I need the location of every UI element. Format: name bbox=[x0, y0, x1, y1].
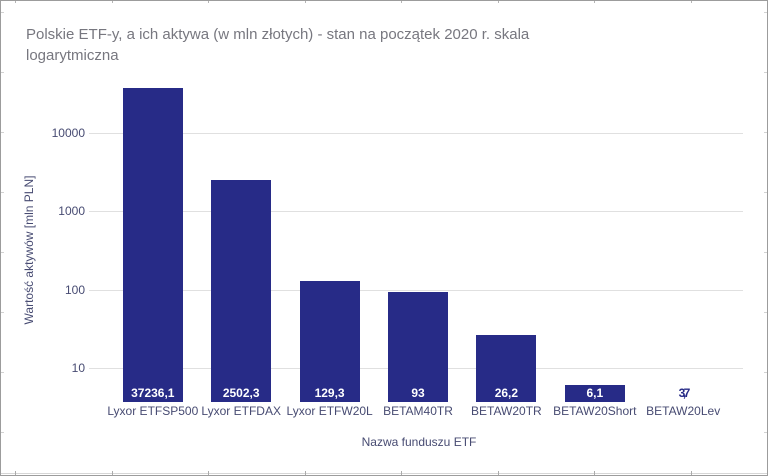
sheet-row-stub-left bbox=[0, 312, 4, 313]
sheet-row-stub-left bbox=[0, 12, 4, 13]
y-tick-label: 10 bbox=[71, 361, 85, 375]
y-tick-label: 100 bbox=[64, 283, 85, 297]
bar-betaw20short[interactable] bbox=[564, 384, 625, 402]
sheet-column-stub-bottom bbox=[691, 471, 692, 475]
sheet-row-stub-left bbox=[0, 432, 4, 433]
chart-title: Polskie ETF-y, a ich aktywa (w mln złoty… bbox=[26, 24, 726, 66]
sheet-column-stub-bottom bbox=[498, 471, 499, 475]
bar-value-label: 37236,1 bbox=[131, 386, 175, 400]
sheet-row-stub-left bbox=[0, 132, 4, 133]
gridline-10000 bbox=[89, 133, 743, 134]
sheet-column-stub-bottom bbox=[305, 471, 306, 475]
sheet-row-stub-right bbox=[764, 72, 768, 73]
bar-betam40tr[interactable] bbox=[388, 292, 448, 402]
bar-value-label: 93 bbox=[411, 386, 425, 400]
sheet-row-stub-right bbox=[764, 12, 768, 13]
sheet-row-stub-right bbox=[764, 192, 768, 193]
sheet-column-stub-top bbox=[112, 0, 113, 3]
sheet-column-stub-top bbox=[594, 0, 595, 3]
sheet-row-stub-right bbox=[764, 312, 768, 313]
sheet-row-stub-right bbox=[764, 132, 768, 133]
sheet-column-stub-top bbox=[208, 0, 209, 3]
bar-lyxor-etfsp500[interactable] bbox=[122, 87, 183, 402]
sheet-gridline-bottom bbox=[0, 473, 768, 474]
x-category-label-lyxor-etfsp500: Lyxor ETFSP500 bbox=[107, 404, 199, 418]
sheet-column-stub-top bbox=[691, 0, 692, 3]
bar-value-label: 3,7 bbox=[678, 386, 691, 400]
sheet-column-stub-top bbox=[401, 0, 402, 3]
sheet-row-stub-right bbox=[764, 432, 768, 433]
bar-value-label: 129,3 bbox=[314, 386, 345, 400]
sheet-row-stub-left bbox=[0, 372, 4, 373]
sheet-column-stub-bottom bbox=[594, 471, 595, 475]
bar-betaw20tr[interactable] bbox=[476, 335, 537, 402]
x-category-label-betaw20lev: BETAW20Lev bbox=[646, 404, 721, 418]
bar-value-label: 26,2 bbox=[494, 386, 519, 400]
bar-value-label: 6,1 bbox=[586, 386, 604, 400]
sheet-column-stub-bottom bbox=[401, 471, 402, 475]
gridline-1000 bbox=[89, 211, 743, 212]
sheet-row-stub-left bbox=[0, 72, 4, 73]
sheet-column-stub-bottom bbox=[15, 471, 16, 475]
chart-title-line2: logarytmiczna bbox=[26, 47, 119, 64]
y-axis-title: Wartość aktywów [mln PLN] bbox=[22, 175, 36, 325]
x-axis-title: Nazwa funduszu ETF bbox=[361, 435, 477, 449]
gridline-100 bbox=[89, 290, 743, 291]
sheet-row-stub-left bbox=[0, 192, 4, 193]
x-category-label-betaw20tr: BETAW20TR bbox=[471, 404, 542, 418]
x-category-label-betaw20short: BETAW20Short bbox=[553, 404, 637, 418]
y-tick-label: 10000 bbox=[51, 126, 85, 140]
sheet-column-stub-bottom bbox=[112, 471, 113, 475]
sheet-row-stub-left bbox=[0, 252, 4, 253]
x-category-label-betam40tr: BETAM40TR bbox=[383, 404, 453, 418]
sheet-column-stub-top bbox=[305, 0, 306, 3]
sheet-column-stub-top bbox=[15, 0, 16, 3]
y-tick-label: 1000 bbox=[58, 204, 85, 218]
bar-lyxor-etfw20l[interactable] bbox=[299, 280, 360, 402]
x-category-label-lyxor-etfw20l: Lyxor ETFW20L bbox=[286, 404, 373, 418]
bar-value-label: 2502,3 bbox=[222, 386, 260, 400]
sheet-column-stub-top bbox=[498, 0, 499, 3]
sheet-row-stub-right bbox=[764, 252, 768, 253]
sheet-row-stub-right bbox=[764, 372, 768, 373]
sheet-column-stub-bottom bbox=[208, 471, 209, 475]
chart-title-line1: Polskie ETF-y, a ich aktywa (w mln złoty… bbox=[26, 26, 530, 43]
bar-lyxor-etfdax[interactable] bbox=[211, 179, 272, 402]
x-category-label-lyxor-etfdax: Lyxor ETFDAX bbox=[201, 404, 281, 418]
